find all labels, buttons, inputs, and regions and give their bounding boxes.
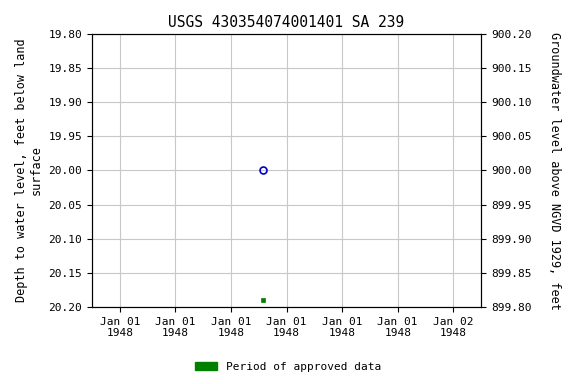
Legend: Period of approved data: Period of approved data [191,358,385,377]
Title: USGS 430354074001401 SA 239: USGS 430354074001401 SA 239 [168,15,405,30]
Y-axis label: Depth to water level, feet below land
surface: Depth to water level, feet below land su… [15,39,43,302]
Y-axis label: Groundwater level above NGVD 1929, feet: Groundwater level above NGVD 1929, feet [548,31,561,310]
